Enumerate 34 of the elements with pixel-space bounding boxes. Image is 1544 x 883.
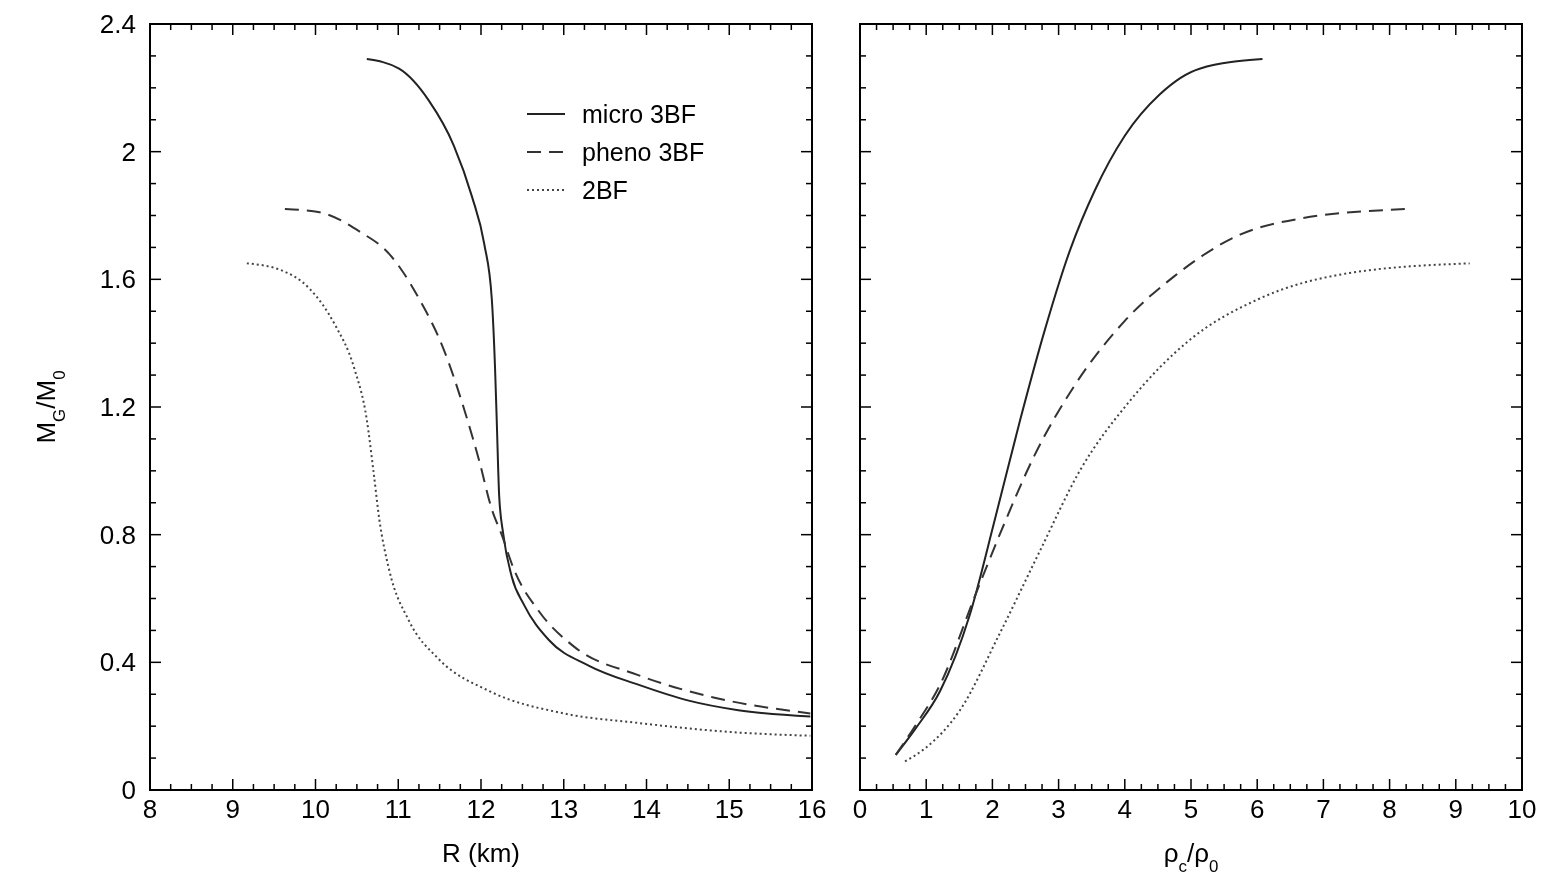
y-tick-label: 2 <box>121 136 136 167</box>
legend-label: micro 3BF <box>582 100 696 128</box>
y-tick-label: 0.4 <box>99 647 136 678</box>
x-tick-label: 13 <box>549 794 579 824</box>
x-tick-label: 16 <box>797 794 827 824</box>
x-tick-label: 10 <box>301 794 330 824</box>
x-axis-title: ρ$_{c}$/ρ$_{0}$ <box>1163 838 1219 876</box>
x-tick-label: 3 <box>1051 794 1066 824</box>
x-tick-label: 4 <box>1117 794 1133 824</box>
x-tick-label: 0 <box>852 794 868 824</box>
x-tick-label: 14 <box>632 794 661 824</box>
legend-label: pheno 3BF <box>582 138 705 166</box>
x-tick-label: 6 <box>1249 794 1265 824</box>
x-tick-label: 8 <box>142 794 158 824</box>
line-series <box>283 208 812 715</box>
y-tick-label: 1.6 <box>99 264 136 295</box>
y-tick-label: 1.2 <box>99 392 136 422</box>
x-tick-label: 7 <box>1316 794 1331 824</box>
x-tick-label: 12 <box>466 794 496 824</box>
line-series <box>365 58 812 718</box>
legend-label: 2BF <box>582 176 628 204</box>
x-tick-label: 5 <box>1183 794 1199 824</box>
x-tick-label: 9 <box>1448 794 1464 824</box>
y-tick-label: 2.4 <box>99 9 136 39</box>
y-tick-label: 0.8 <box>99 519 136 550</box>
y-tick-label: 0 <box>121 775 136 805</box>
x-tick-label: 1 <box>918 794 934 824</box>
x-tick-label: 2 <box>985 794 1000 824</box>
x-tick-label: 11 <box>384 794 412 824</box>
x-axis-title: R (km) <box>442 838 520 868</box>
x-tick-label: 8 <box>1382 794 1397 824</box>
x-tick-label: 9 <box>225 794 240 824</box>
x-tick-label: 15 <box>714 794 744 824</box>
x-tick-label: 10 <box>1507 794 1537 824</box>
